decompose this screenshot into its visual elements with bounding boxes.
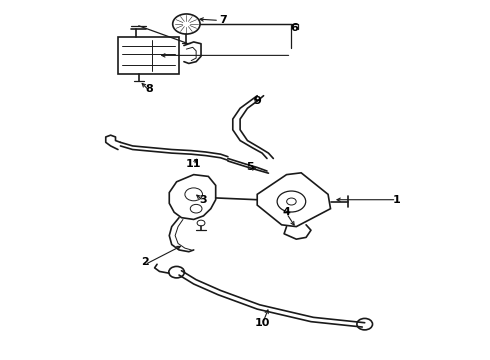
Text: 2: 2 bbox=[141, 257, 148, 267]
Text: 3: 3 bbox=[199, 195, 207, 205]
Text: 5: 5 bbox=[246, 162, 254, 172]
FancyBboxPatch shape bbox=[118, 37, 179, 74]
Circle shape bbox=[287, 198, 296, 205]
Text: 11: 11 bbox=[186, 159, 201, 169]
Text: 10: 10 bbox=[254, 319, 270, 328]
Text: 9: 9 bbox=[253, 96, 261, 106]
Text: 8: 8 bbox=[146, 84, 153, 94]
Text: 4: 4 bbox=[283, 207, 291, 217]
Text: 7: 7 bbox=[219, 15, 227, 26]
Text: 6: 6 bbox=[290, 23, 298, 33]
Text: 1: 1 bbox=[392, 195, 400, 205]
